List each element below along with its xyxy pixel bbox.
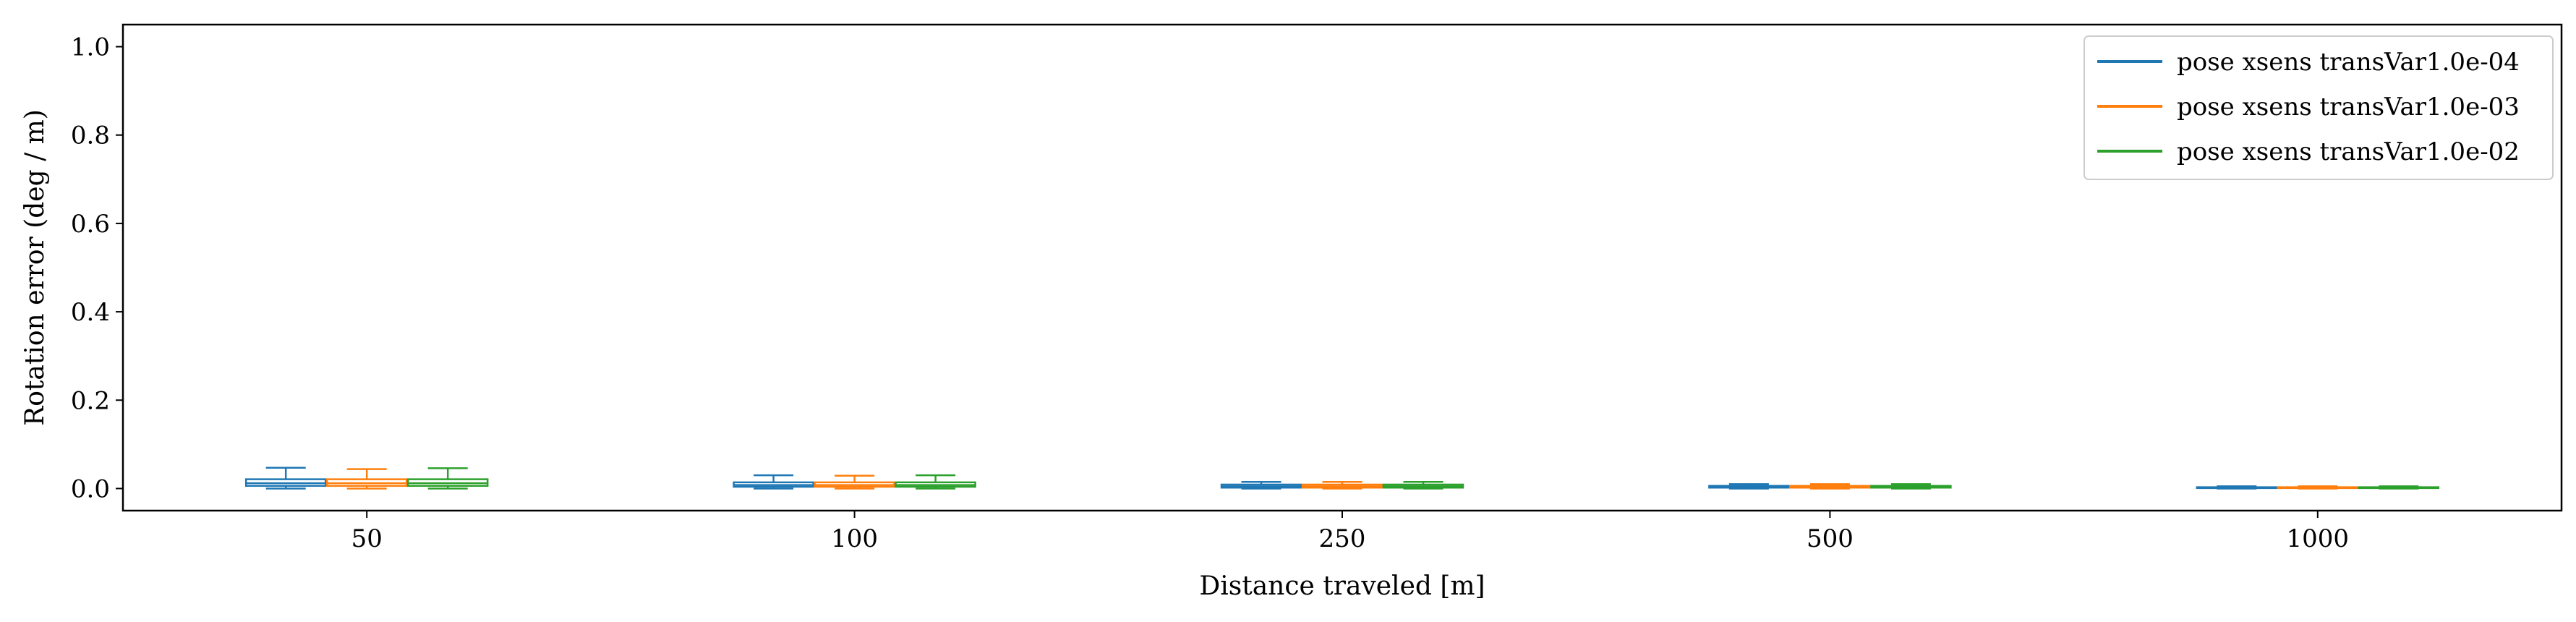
y-tick-label: 0.6	[71, 210, 110, 239]
y-axis: 0.0 0.2 0.4 0.6 0.8 1.0	[71, 33, 123, 503]
box-50-series-1	[244, 466, 327, 490]
box-500-series-1	[1708, 483, 1790, 490]
box-1000-series-3	[2358, 485, 2440, 490]
box-250-series-3	[1382, 481, 1464, 490]
legend-label: pose xsens transVar1.0e-04	[2177, 48, 2520, 77]
box-100-series-1	[733, 474, 814, 490]
y-tick-label: 0.0	[71, 474, 110, 503]
legend-label: pose xsens transVar1.0e-03	[2177, 93, 2520, 122]
x-tick-label: 50	[351, 524, 383, 553]
box-100-series-2	[814, 474, 895, 490]
box-500-series-3	[1870, 483, 1952, 490]
legend-item: pose xsens transVar1.0e-02	[2097, 137, 2520, 166]
box-250-series-1	[1220, 481, 1302, 490]
box-500-series-2	[1789, 483, 1871, 490]
legend-item: pose xsens transVar1.0e-04	[2097, 48, 2520, 77]
y-tick-label: 0.2	[71, 386, 110, 415]
y-tick-label: 0.8	[71, 122, 110, 150]
box-50-series-3	[406, 467, 489, 490]
box-100-series-3	[895, 474, 976, 490]
y-tick-label: 1.0	[71, 33, 110, 62]
x-tick-label: 250	[1319, 524, 1366, 553]
box-250-series-2	[1301, 481, 1383, 490]
legend: pose xsens transVar1.0e-04 pose xsens tra…	[2084, 35, 2554, 180]
x-tick-label: 1000	[2287, 524, 2350, 553]
legend-frame	[2084, 35, 2554, 180]
box-50-series-2	[325, 468, 408, 490]
legend-label: pose xsens transVar1.0e-02	[2177, 137, 2520, 166]
legend-item: pose xsens transVar1.0e-03	[2097, 93, 2520, 122]
y-axis-label: Rotation error (deg / m)	[20, 109, 50, 426]
plot-marks	[244, 466, 2440, 490]
x-tick-label: 100	[831, 524, 878, 553]
box-1000-series-2	[2277, 485, 2359, 490]
x-tick-label: 500	[1807, 524, 1854, 553]
x-axis-label: Distance traveled [m]	[1199, 571, 1485, 601]
y-tick-label: 0.4	[71, 298, 110, 327]
box-1000-series-1	[2196, 485, 2278, 490]
x-axis: 50 100 250 500 1000	[351, 511, 2349, 553]
